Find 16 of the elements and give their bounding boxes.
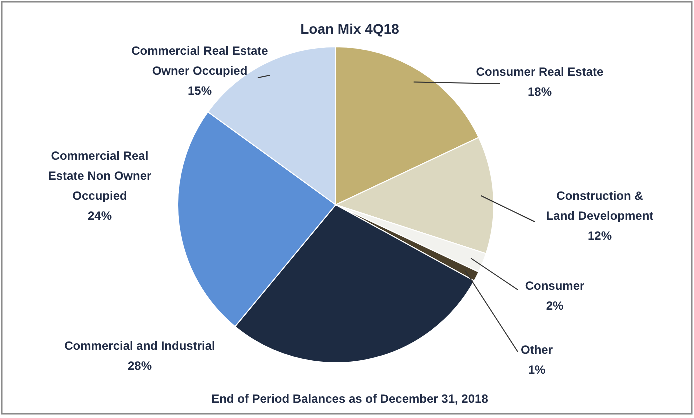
text: End of Period Balances as of December 31, 2018 — [212, 392, 489, 406]
slice-label: Commercial Real Estate Owner Occupied — [132, 44, 269, 78]
data-label: 18% — [528, 85, 552, 99]
data-label: 15% — [188, 84, 212, 98]
slice-label: Consumer — [525, 279, 585, 293]
chart-title: Loan Mix 4Q18 — [300, 21, 400, 37]
slice-label: Commercial Real Estate Non Owner Occupied — [48, 149, 152, 203]
data-label: 28% — [128, 359, 152, 373]
data-label: 1% — [528, 363, 546, 377]
slice-label: Other — [520, 343, 554, 357]
slice-label: Construction & Land Development — [546, 189, 654, 223]
data-label: 12% — [588, 229, 612, 243]
slice-label: Consumer Real Estate — [476, 65, 604, 79]
data-label: 2% — [546, 299, 564, 313]
slice-label: Commercial and Industrial — [64, 339, 216, 353]
data-label: 24% — [88, 209, 112, 223]
